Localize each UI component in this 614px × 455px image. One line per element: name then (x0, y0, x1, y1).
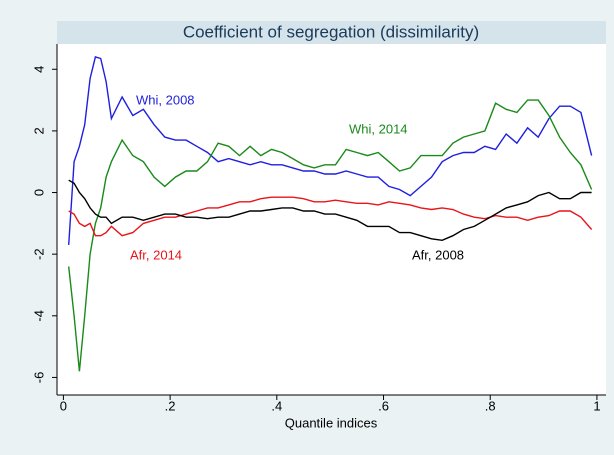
series-line (68, 99, 593, 372)
y-tick-label: -2 (31, 248, 46, 260)
series-label: Afr, 2008 (412, 247, 464, 262)
series-label: Afr, 2014 (130, 247, 182, 262)
chart-title: Coefficient of segregation (dissimilarit… (183, 22, 479, 41)
y-tick-label: 2 (31, 127, 46, 134)
series-line (68, 196, 593, 237)
x-tick-label: 1 (593, 398, 600, 413)
series-label: Whi, 2014 (349, 121, 408, 136)
x-tick-label: .4 (271, 398, 282, 413)
x-tick-label: .2 (165, 398, 176, 413)
series-line (68, 56, 593, 245)
series-label: Whi, 2008 (136, 92, 195, 107)
x-tick-label: 0 (60, 398, 67, 413)
y-tick-label: -6 (31, 372, 46, 384)
series-line (68, 179, 592, 242)
y-tick-label: -4 (31, 310, 46, 322)
x-tick-label: .6 (378, 398, 389, 413)
x-axis-title: Quantile indices (285, 415, 378, 430)
x-tick-label: .8 (485, 398, 496, 413)
y-tick-label: 0 (31, 189, 46, 196)
title-band (57, 21, 606, 44)
y-tick-label: 4 (31, 66, 46, 73)
